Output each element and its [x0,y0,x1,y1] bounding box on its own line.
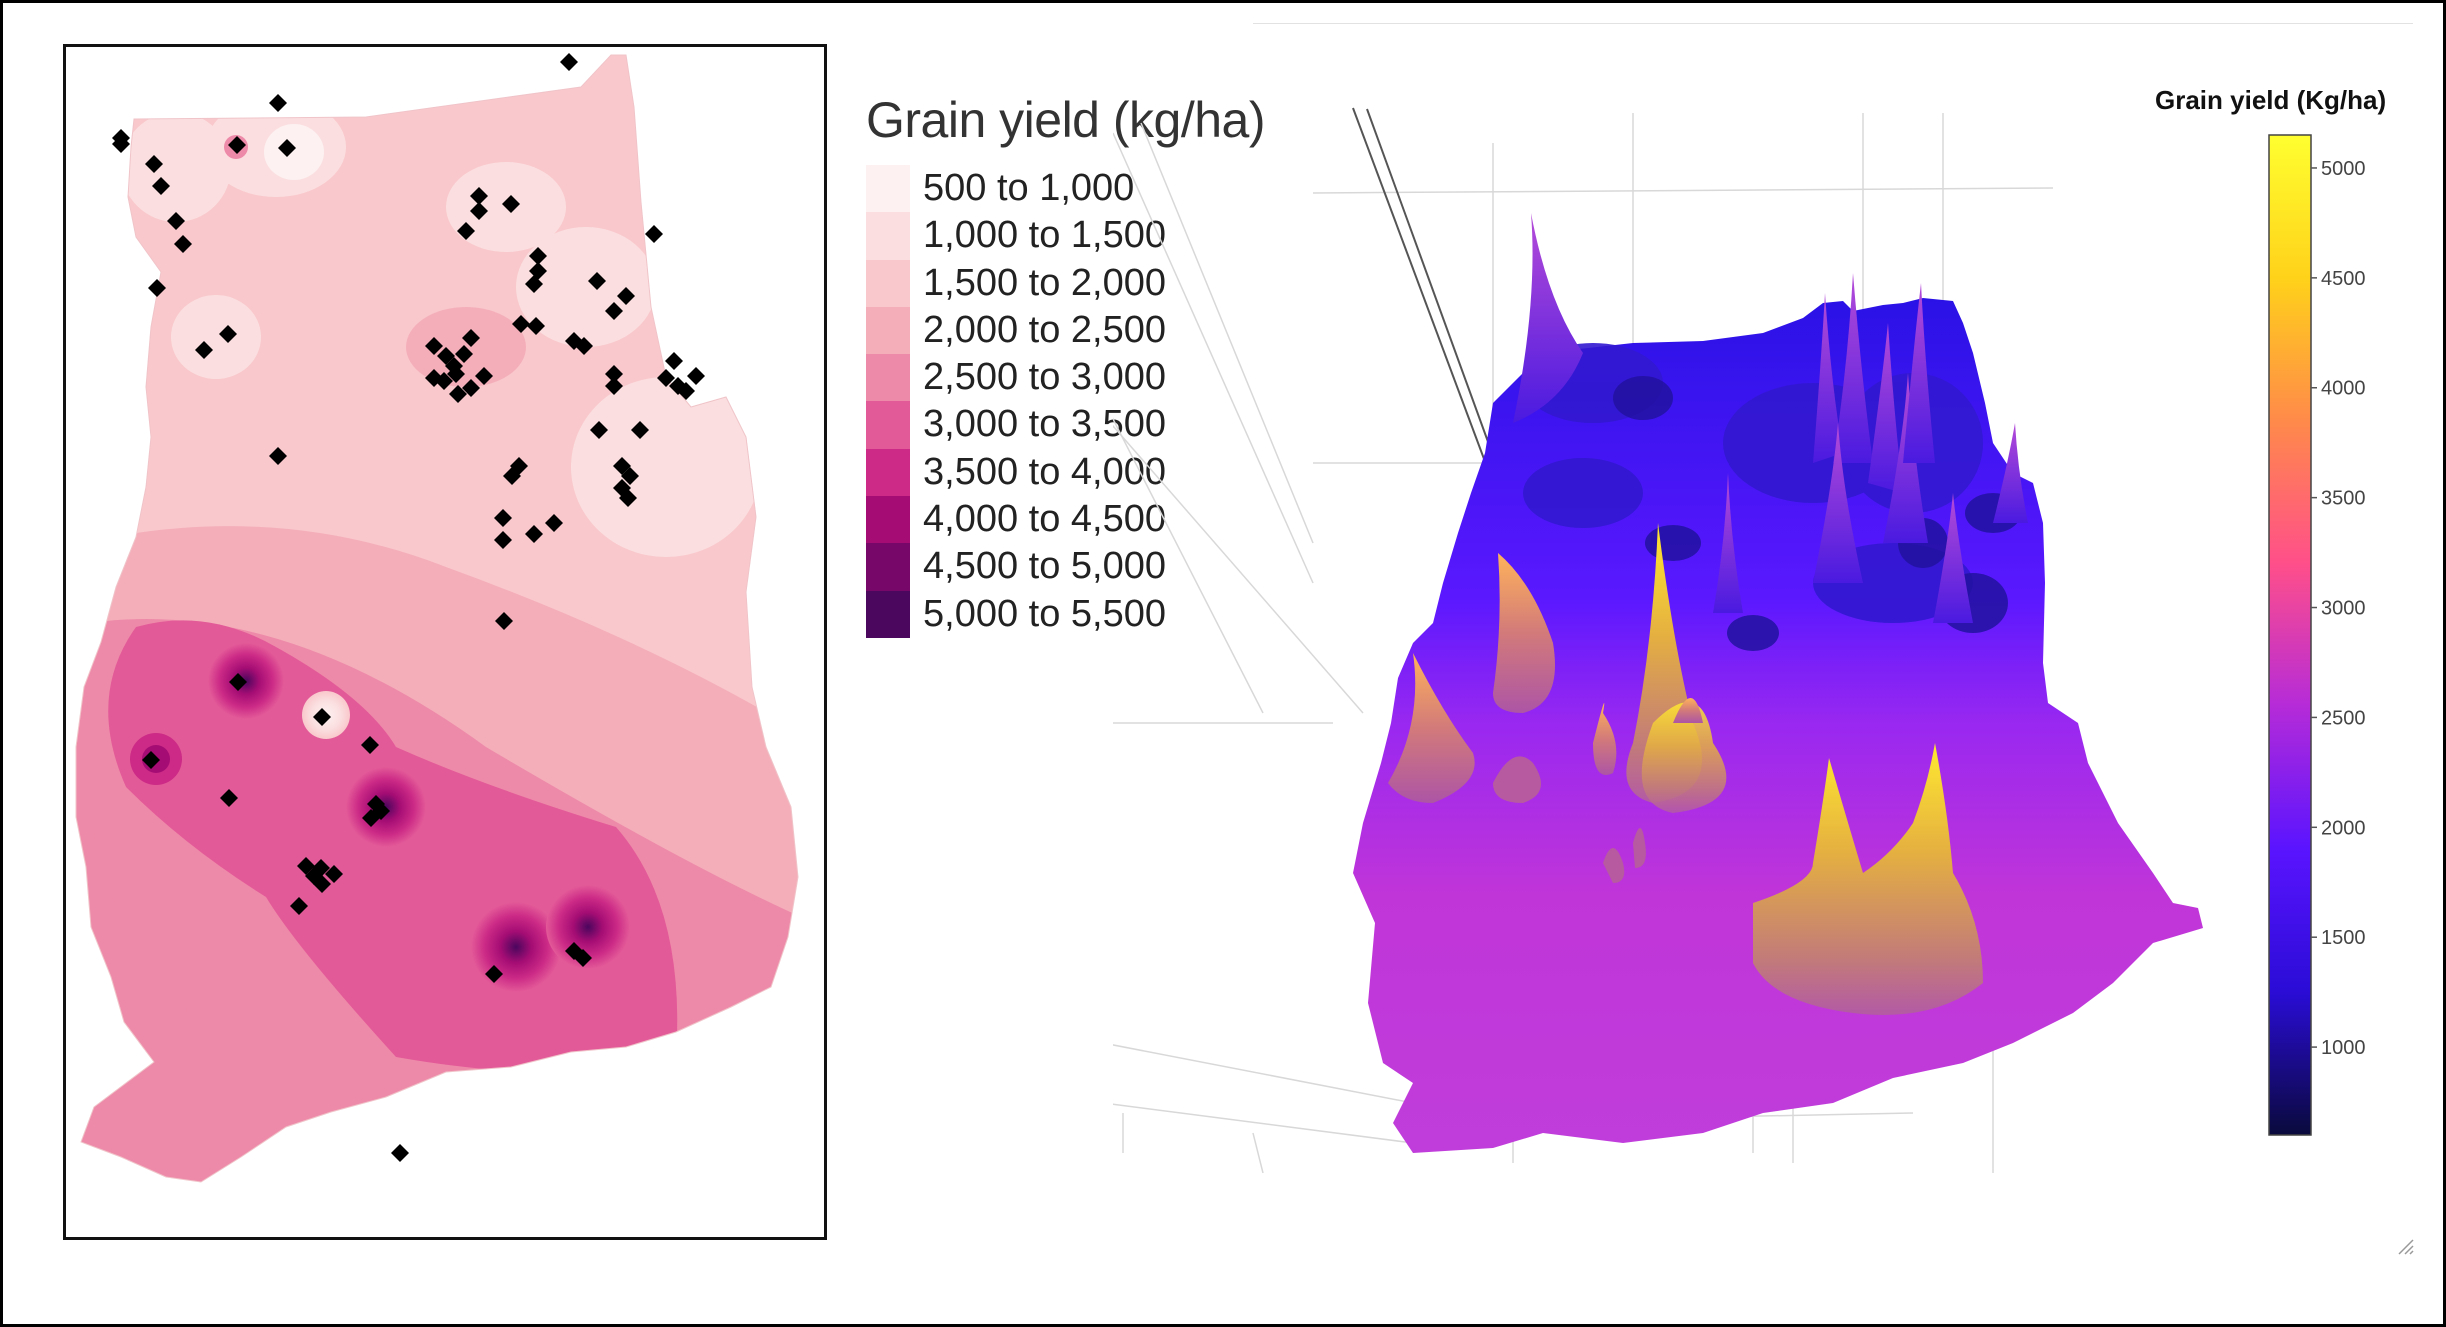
resize-grip-icon[interactable] [2395,1236,2415,1256]
legend-item: 1,500 to 2,000 [863,259,1263,307]
legend-swatch [866,306,910,355]
legend-item: 5,000 to 5,500 [863,590,1263,638]
map-canvas [75,53,799,1183]
colorbar-tick-label: 1000 [2321,1037,2366,1059]
legend-label: 3,000 to 3,500 [923,403,1166,446]
legend-label: 2,500 to 3,000 [923,356,1166,399]
legend-swatch [866,212,910,260]
diamond-icon [112,53,705,1162]
legend-swatch [866,259,910,307]
legend-item: 3,000 to 3,500 [863,401,1263,449]
legend-label: 1,500 to 2,000 [923,261,1166,304]
grain-yield-legend: Grain yield (kg/ha) 500 to 1,000 1,000 to… [863,91,1266,638]
legend-label: 4,000 to 4,500 [923,498,1166,541]
colorbar-tick-label: 4000 [2321,378,2366,400]
legend-item: 2,500 to 3,000 [863,354,1263,402]
legend-item: 2,000 to 2,500 [863,306,1263,355]
legend-swatch [866,354,910,402]
legend-label: 1,000 to 1,500 [923,214,1166,257]
grain-yield-3d-surface[interactable] [1113,23,2433,1273]
legend-swatch [866,401,910,449]
legend-title: Grain yield (kg/ha) [866,92,1266,148]
legend-item: 1,000 to 1,500 [863,212,1263,260]
colorbar-tick-label: 3000 [2321,598,2366,620]
colorbar-tick-label: 4500 [2321,268,2366,290]
colorbar-tick-label: 2500 [2321,707,2366,729]
legend-label: 500 to 1,000 [923,167,1135,209]
colorbar-tick-label: 1500 [2321,927,2366,949]
legend-label: 5,000 to 5,500 [923,592,1166,635]
axis-lines [1352,107,1504,484]
legend-label: 4,500 to 5,000 [923,545,1166,588]
legend-list: 500 to 1,000 1,000 to 1,500 1,500 to 2,000… [863,165,1263,638]
colorbar-title: Grain yield (Kg/ha) [2155,85,2387,115]
colorbar-tick-label: 5000 [2321,158,2366,180]
colorbar: Grain yield (Kg/ha) 5000 4500 4000 3500 3000… [2133,73,2433,1143]
surface-canvas[interactable] [1113,23,2433,1273]
grain-yield-2d-map [63,44,827,1240]
legend-item: 4,000 to 4,500 [863,496,1263,544]
colorbar-tick-label: 2000 [2321,817,2366,839]
colorbar-tick-label: 3500 [2321,488,2366,510]
legend-swatch [866,165,910,213]
legend-swatch [866,496,910,544]
legend-swatch [866,590,910,638]
legend-item: 4,500 to 5,000 [863,543,1263,591]
legend-swatch [866,448,910,497]
legend-item: 3,500 to 4,000 [863,448,1263,497]
legend-swatch [866,543,910,591]
legend-label: 3,500 to 4,000 [923,450,1166,493]
legend-label: 2,000 to 2,500 [923,308,1166,351]
colorbar-scale: 5000 4500 4000 3500 3000 2500 2000 1500 1000 [2268,134,2366,1136]
legend-item: 500 to 1,000 [863,165,1263,213]
